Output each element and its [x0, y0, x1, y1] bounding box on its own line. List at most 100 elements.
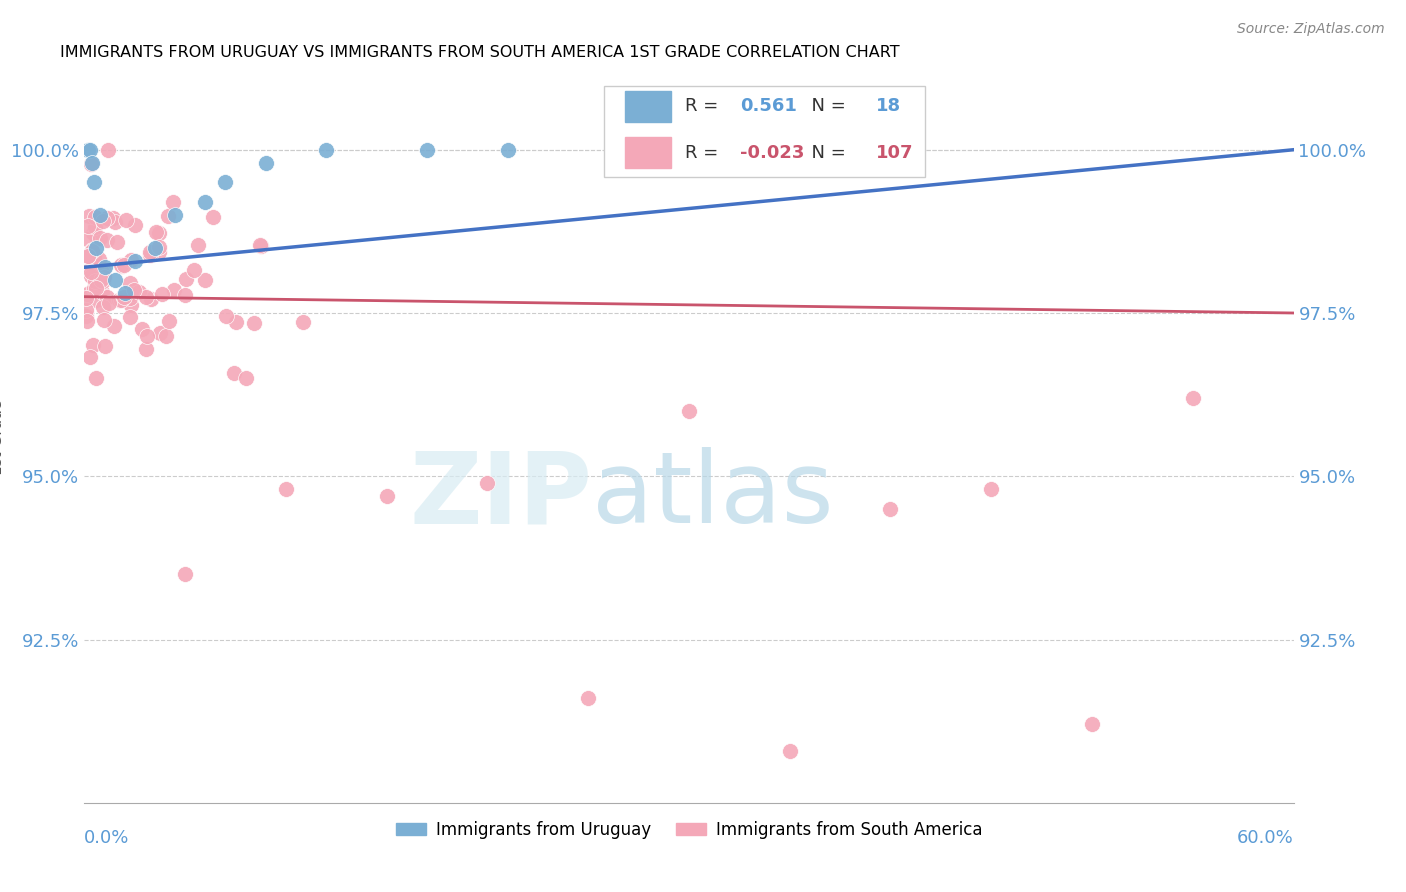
Point: [75, 291, 97, 305]
Point: [124, 253, 146, 268]
Point: [76, 313, 98, 327]
Point: [215, 309, 238, 323]
Point: [128, 285, 150, 300]
Point: [131, 322, 153, 336]
Point: [97, 143, 120, 157]
Point: [90, 285, 112, 299]
Point: [114, 286, 136, 301]
Point: [83, 251, 105, 265]
Text: 107: 107: [876, 144, 914, 161]
Point: [124, 218, 146, 232]
Text: 18: 18: [876, 97, 901, 115]
Point: [165, 208, 187, 222]
Point: [80, 244, 103, 258]
Point: [76, 219, 98, 233]
Point: [145, 226, 167, 240]
Point: [779, 743, 801, 757]
Point: [879, 502, 901, 516]
Point: [163, 283, 186, 297]
Point: [254, 155, 277, 169]
Point: [150, 286, 173, 301]
Text: R =: R =: [685, 97, 724, 115]
Point: [93, 313, 115, 327]
Point: [173, 288, 195, 302]
Point: [187, 238, 209, 252]
Point: [243, 317, 266, 331]
Point: [224, 366, 246, 380]
Point: [174, 272, 197, 286]
Point: [120, 276, 142, 290]
Point: [155, 329, 177, 343]
Point: [120, 310, 142, 324]
Point: [1081, 717, 1104, 731]
Point: [104, 215, 127, 229]
Point: [249, 238, 271, 252]
Point: [148, 240, 170, 254]
Text: R =: R =: [685, 144, 724, 161]
Point: [416, 143, 439, 157]
Point: [79, 143, 101, 157]
Point: [104, 273, 127, 287]
Point: [183, 263, 205, 277]
Point: [90, 265, 112, 279]
Point: [122, 283, 145, 297]
Point: [194, 194, 217, 209]
Text: 60.0%: 60.0%: [1237, 829, 1294, 847]
Point: [110, 293, 132, 307]
Point: [96, 234, 118, 248]
Point: [477, 475, 499, 490]
Point: [93, 339, 115, 353]
Point: [139, 292, 162, 306]
Point: [678, 404, 700, 418]
Point: [250, 239, 273, 253]
Point: [80, 268, 103, 283]
Point: [77, 209, 100, 223]
Point: [98, 296, 121, 310]
Point: [107, 293, 129, 307]
Point: [80, 243, 103, 257]
Point: [76, 232, 98, 246]
Point: [111, 259, 134, 273]
Point: [83, 175, 105, 189]
Point: [194, 273, 217, 287]
Text: Source: ZipAtlas.com: Source: ZipAtlas.com: [1237, 22, 1385, 37]
Point: [86, 241, 108, 255]
Point: [75, 310, 97, 324]
Point: [96, 211, 118, 225]
Point: [84, 371, 107, 385]
Point: [77, 249, 100, 263]
FancyBboxPatch shape: [605, 86, 925, 178]
Point: [139, 245, 162, 260]
Point: [93, 260, 115, 275]
Point: [980, 483, 1002, 497]
Text: -0.023: -0.023: [740, 144, 804, 161]
Point: [121, 287, 143, 301]
Point: [77, 249, 100, 263]
Point: [174, 567, 197, 582]
Point: [201, 210, 224, 224]
Text: IMMIGRANTS FROM URUGUAY VS IMMIGRANTS FROM SOUTH AMERICA 1ST GRADE CORRELATION C: IMMIGRANTS FROM URUGUAY VS IMMIGRANTS FR…: [60, 45, 900, 61]
Point: [82, 155, 104, 169]
Point: [79, 157, 101, 171]
Point: [86, 293, 108, 307]
Point: [89, 252, 111, 266]
Point: [105, 235, 128, 249]
Point: [93, 269, 115, 284]
Point: [80, 265, 103, 279]
Point: [83, 220, 105, 235]
Point: [115, 212, 138, 227]
Point: [89, 231, 111, 245]
Y-axis label: 1st Grade: 1st Grade: [0, 400, 4, 475]
Point: [225, 315, 247, 329]
Point: [96, 290, 118, 304]
Text: N =: N =: [800, 97, 852, 115]
Point: [84, 281, 107, 295]
Point: [291, 315, 314, 329]
Point: [76, 286, 98, 301]
Text: atlas: atlas: [592, 447, 834, 544]
Point: [139, 248, 162, 262]
Point: [235, 371, 257, 385]
Point: [91, 300, 114, 314]
Point: [90, 273, 112, 287]
Point: [79, 350, 101, 364]
